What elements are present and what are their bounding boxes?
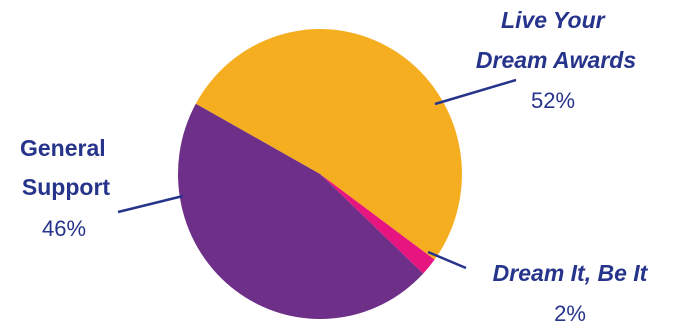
- leader-line-general-support: [117, 194, 184, 214]
- slice-label-line: Dream It, Be It: [493, 260, 649, 286]
- leader-line-dream-it-be-it: [427, 250, 467, 270]
- pie-slice-dream-it-be-it: [320, 174, 435, 274]
- pie-slice-general-support: [177, 103, 424, 320]
- pie-slice-live-your-dream-awards: [195, 29, 462, 260]
- pie-slices: [177, 29, 462, 320]
- slice-label-line: Live Your: [501, 7, 606, 33]
- slice-value-label: 46%: [42, 216, 86, 241]
- slice-label-dream-it-be-it: Dream It, Be It: [493, 260, 649, 286]
- slice-label-line: Dream Awards: [476, 47, 636, 73]
- slice-value-label: 52%: [531, 88, 575, 113]
- slice-label-line: General: [20, 135, 106, 161]
- slice-label-line: Support: [22, 174, 110, 200]
- leader-line-live-your-dream-awards: [434, 78, 517, 106]
- slice-label-general-support: General Support: [20, 135, 112, 200]
- slice-label-live-your-dream-awards: Live Your Dream Awards: [476, 7, 636, 73]
- slice-value-label: 2%: [554, 301, 586, 326]
- leader-lines: [117, 78, 517, 270]
